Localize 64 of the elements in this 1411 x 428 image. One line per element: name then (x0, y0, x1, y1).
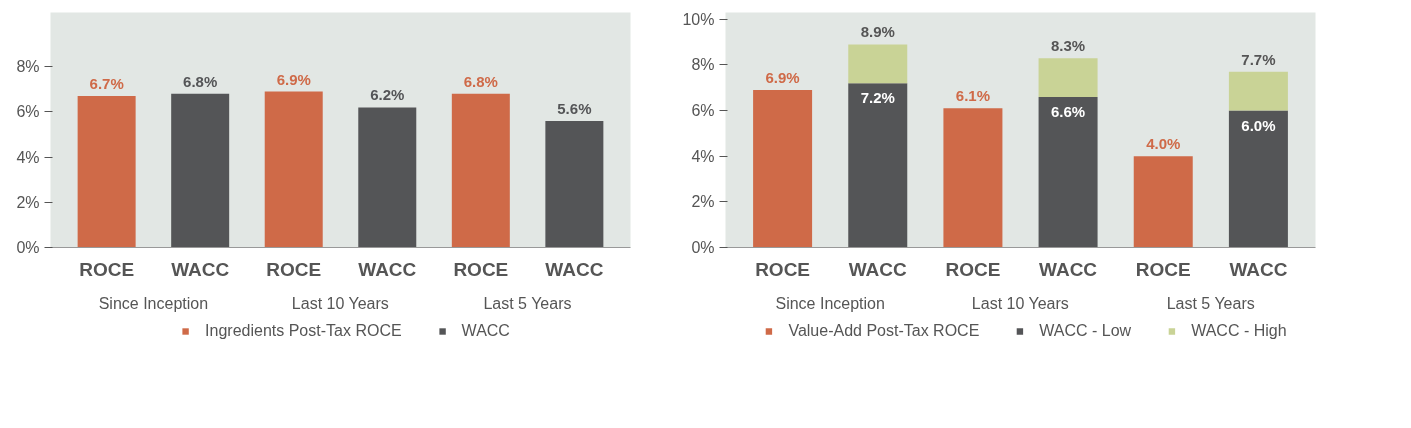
data-label: 7.2% (860, 89, 895, 107)
y-tick-label: 2% (691, 193, 715, 211)
legend-label: Ingredients Post-Tax ROCE (205, 322, 402, 340)
text: Last 5 Years (1166, 294, 1255, 312)
legend-label: Value-Add Post-Tax ROCE (788, 322, 980, 340)
bar (545, 120, 604, 248)
bar (451, 93, 510, 248)
x-tick-label: ROCE (945, 258, 1001, 280)
legend-label: WACC - High (1191, 322, 1287, 340)
y-tick-label: 2% (16, 193, 40, 211)
total-label: 8.9% (860, 23, 895, 41)
x-tick-label: WACC (171, 258, 230, 280)
data-label: 6.6% (1050, 102, 1086, 120)
text: Last 10 Years (291, 294, 389, 312)
y-tick-label: 4% (16, 148, 40, 166)
total-label: 7.7% (1241, 50, 1276, 68)
x-tick-label: ROCE (755, 258, 811, 280)
bar (264, 91, 323, 248)
legend-label: WACC (461, 322, 510, 340)
data-label: 6.8% (463, 72, 498, 90)
y-tick-label: 4% (691, 147, 715, 165)
x-tick-label: ROCE (1135, 258, 1191, 280)
y-tick-label: 8% (16, 58, 40, 76)
bar (77, 96, 136, 248)
x-tick-label: ROCE (266, 258, 322, 280)
bar (171, 93, 230, 248)
y-tick-label: 0% (691, 239, 715, 256)
x-tick-label: ROCE (453, 258, 509, 280)
legend-label: WACC - Low (1039, 322, 1132, 340)
data-label: 6.2% (370, 86, 405, 104)
y-tick-label: 10% (682, 10, 715, 28)
bar (358, 107, 417, 248)
data-label: 5.6% (557, 99, 592, 117)
data-label: 6.1% (955, 87, 991, 105)
text: Since Inception (98, 294, 209, 312)
x-tick-label: WACC (1229, 258, 1288, 280)
x-tick-label: ROCE (79, 258, 135, 280)
text: Since Inception (775, 294, 885, 312)
x-tick-label: WACC (358, 258, 417, 280)
data-label: 6.7% (89, 75, 124, 93)
y-tick-label: 6% (691, 102, 715, 120)
bar (1228, 110, 1288, 248)
data-label: 6.9% (765, 69, 800, 87)
bar (848, 44, 908, 84)
y-tick-label: 6% (16, 103, 40, 121)
total-label: 8.3% (1050, 37, 1086, 55)
bar (1133, 156, 1193, 248)
data-label: 6.9% (276, 70, 311, 88)
bar (943, 108, 1003, 248)
x-tick-label: WACC (1039, 258, 1098, 280)
text: Last 10 Years (971, 294, 1069, 312)
data-label: 4.0% (1146, 135, 1181, 153)
y-tick-label: 0% (16, 239, 40, 256)
bar (753, 90, 813, 248)
bar (1038, 96, 1098, 248)
data-label: 6.0% (1241, 116, 1276, 134)
data-label: 6.8% (183, 72, 218, 90)
bar (1038, 58, 1098, 97)
x-tick-label: WACC (848, 258, 908, 280)
bar (1228, 71, 1288, 111)
text: Last 5 Years (483, 294, 572, 312)
x-tick-label: WACC (545, 258, 604, 280)
y-tick-label: 8% (691, 56, 715, 74)
bar (848, 83, 908, 248)
